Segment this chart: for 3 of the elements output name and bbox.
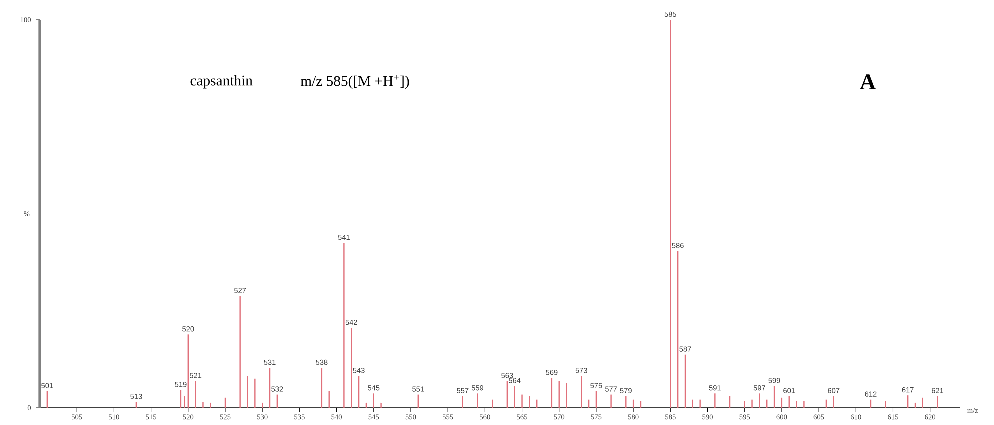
annotation: capsanthin	[190, 75, 253, 89]
annotation: m/z 585([M +H$^{+}$])	[300, 74, 410, 90]
annotation: A	[860, 74, 876, 90]
